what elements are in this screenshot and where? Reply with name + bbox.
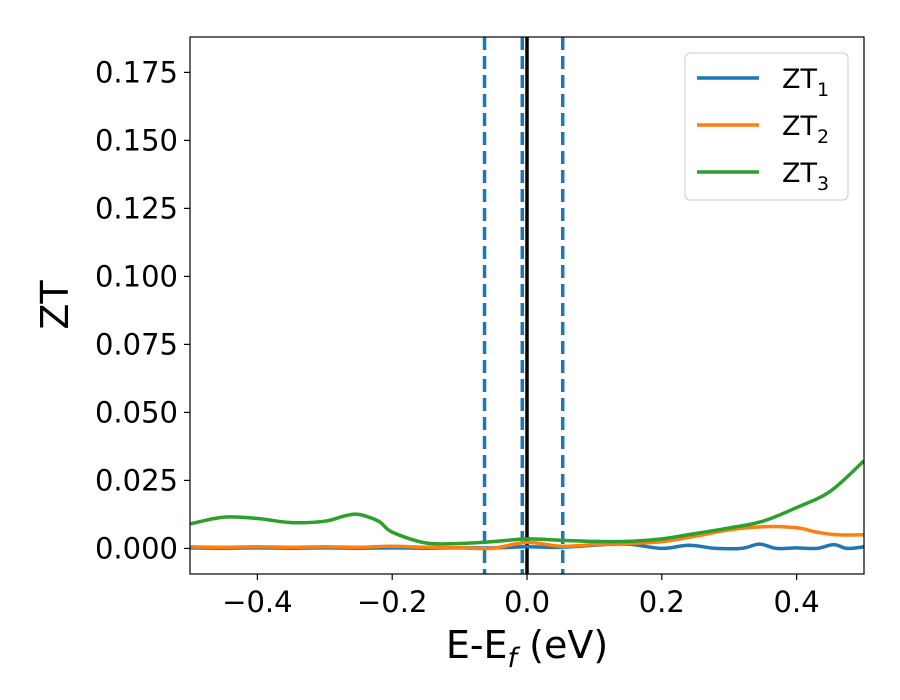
series-line-zt3 [190, 459, 864, 546]
y-axis: 0.000 0.025 0.050 0.075 0.100 0.125 0.150 0.175 [95, 55, 190, 565]
x-tick-label: 0.0 [504, 585, 550, 619]
legend-label-zt2: ZT2 [782, 111, 829, 148]
series-line-zt2 [190, 524, 864, 551]
x-tick-label: 0.4 [774, 585, 820, 619]
y-tick-label: 0.100 [95, 259, 178, 293]
x-tick-label: −0.2 [357, 585, 427, 619]
legend-label-zt3: ZT3 [782, 158, 829, 195]
y-tick-label: 0.125 [95, 191, 178, 225]
legend-box [684, 52, 849, 201]
x-tick-label: 0.2 [639, 585, 685, 619]
y-tick-label: 0.050 [95, 395, 178, 429]
y-tick-label: 0.175 [95, 55, 178, 89]
x-axis-label: E-Ef (eV) [446, 623, 608, 674]
y-tick-label: 0.025 [95, 463, 178, 497]
vertical-reference-lines [482, 37, 565, 574]
x-tick-label: −0.4 [222, 585, 292, 619]
legend-label-zt1: ZT1 [782, 64, 829, 101]
x-axis: −0.4 −0.2 0.0 0.2 0.4 [222, 574, 820, 619]
series-lines [190, 459, 864, 551]
y-tick-label: 0.075 [95, 327, 178, 361]
y-tick-label: 0.000 [95, 531, 178, 565]
y-axis-label: ZT [33, 280, 77, 330]
legend: ZT1 ZT2 ZT3 [684, 52, 849, 201]
y-tick-label: 0.150 [95, 123, 178, 157]
